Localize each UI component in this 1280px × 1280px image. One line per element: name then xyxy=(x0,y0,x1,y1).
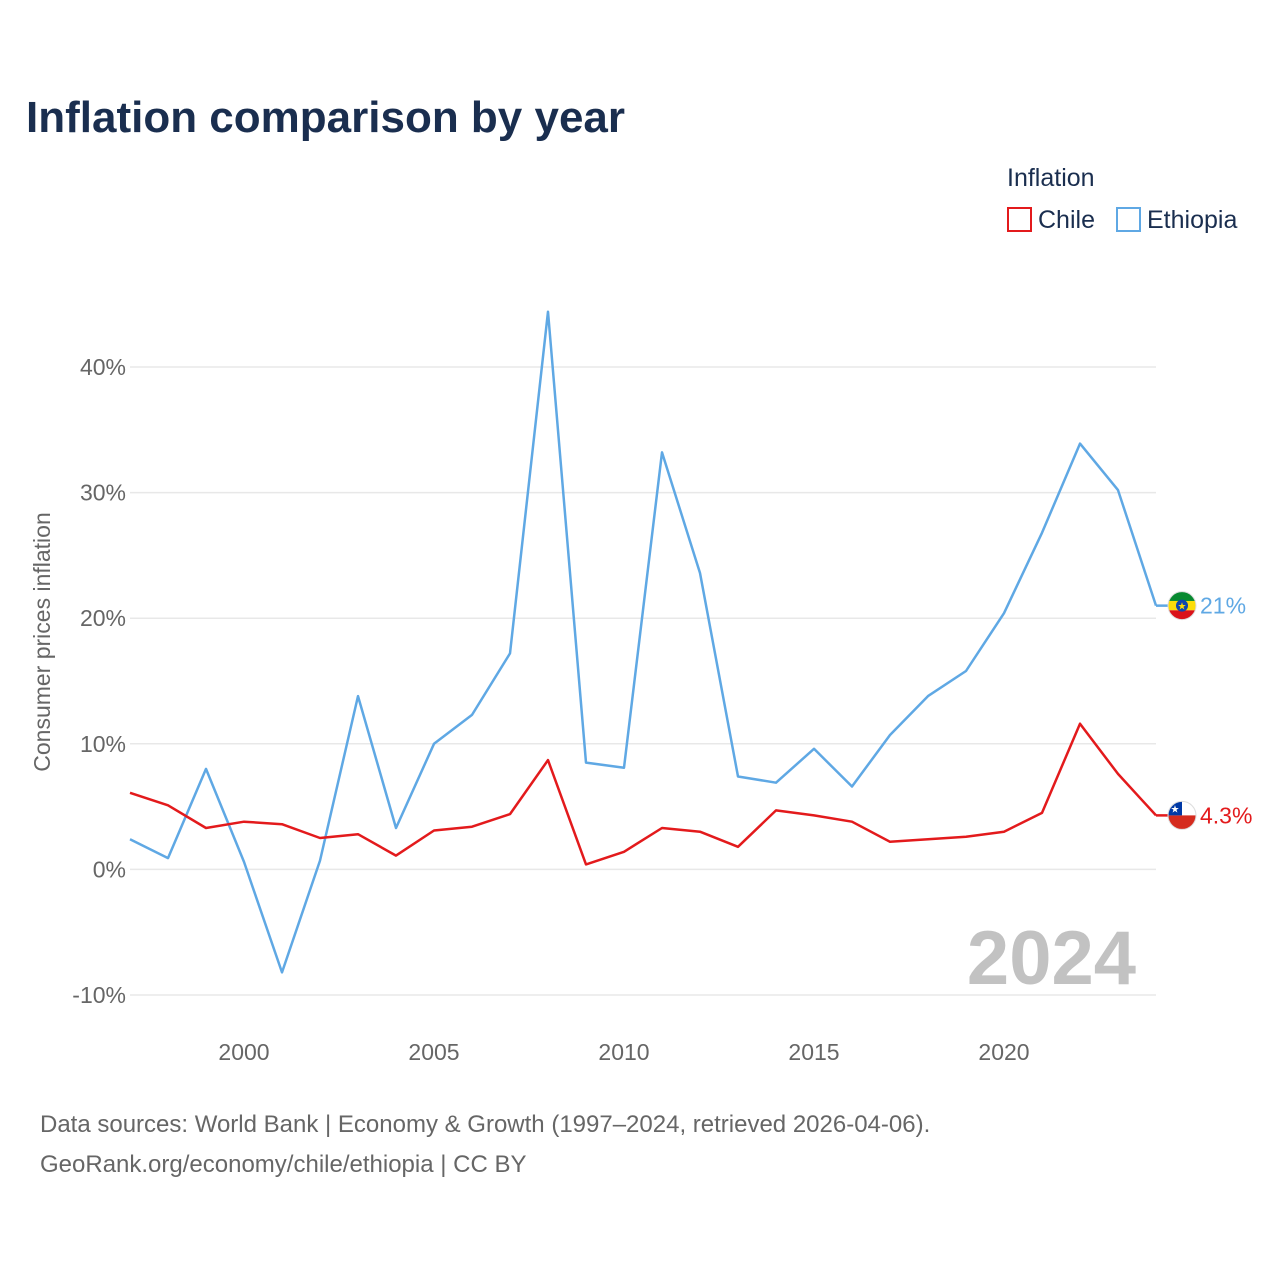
legend: Inflation Chile Ethiopia xyxy=(1007,164,1237,234)
chart-title: Inflation comparison by year xyxy=(26,93,625,142)
end-label-chile: 4.3% xyxy=(1200,802,1252,828)
x-tick-label: 2000 xyxy=(218,1039,269,1065)
x-tick-label: 2020 xyxy=(978,1039,1029,1065)
x-tick-label: 2005 xyxy=(408,1039,459,1065)
y-ticks: -10% 0% 10% 20% 30% 40% xyxy=(72,354,126,1008)
y-axis-label: Consumer prices inflation xyxy=(29,512,55,772)
data-source-text: Data sources: World Bank | Economy & Gro… xyxy=(40,1111,930,1138)
svg-text:★: ★ xyxy=(1171,804,1180,815)
x-tick-label: 2015 xyxy=(788,1039,839,1065)
y-tick-label: 30% xyxy=(80,480,126,506)
year-watermark: 2024 xyxy=(967,916,1136,1001)
y-tick-label: 10% xyxy=(80,731,126,757)
x-ticks: 2000 2005 2010 2015 2020 xyxy=(218,1039,1029,1065)
x-tick-label: 2010 xyxy=(598,1039,649,1065)
legend-item-chile[interactable]: Chile xyxy=(1007,206,1095,234)
end-labels: ★ 4.3% ★ 21% xyxy=(1156,591,1252,830)
chile-flag-icon: ★ xyxy=(1167,800,1197,830)
legend-label-chile: Chile xyxy=(1038,206,1095,234)
y-tick-label: 0% xyxy=(93,856,126,882)
grid xyxy=(130,366,1156,996)
legend-swatch-ethiopia xyxy=(1116,207,1141,232)
ethiopia-flag-icon: ★ xyxy=(1167,591,1197,621)
svg-text:★: ★ xyxy=(1178,602,1187,613)
y-tick-label: -10% xyxy=(72,982,126,1008)
y-tick-label: 20% xyxy=(80,605,126,631)
end-label-ethiopia: 21% xyxy=(1200,593,1246,619)
series-line-chile xyxy=(129,722,1157,866)
series-lines xyxy=(129,310,1158,974)
legend-swatch-chile xyxy=(1007,207,1032,232)
legend-item-ethiopia[interactable]: Ethiopia xyxy=(1116,206,1237,234)
legend-label-ethiopia: Ethiopia xyxy=(1147,206,1237,234)
legend-title: Inflation xyxy=(1007,164,1095,192)
credit-link[interactable]: GeoRank.org/economy/chile/ethiopia | CC … xyxy=(40,1151,526,1178)
y-tick-label: 40% xyxy=(80,354,126,380)
series-line-ethiopia xyxy=(129,310,1158,974)
